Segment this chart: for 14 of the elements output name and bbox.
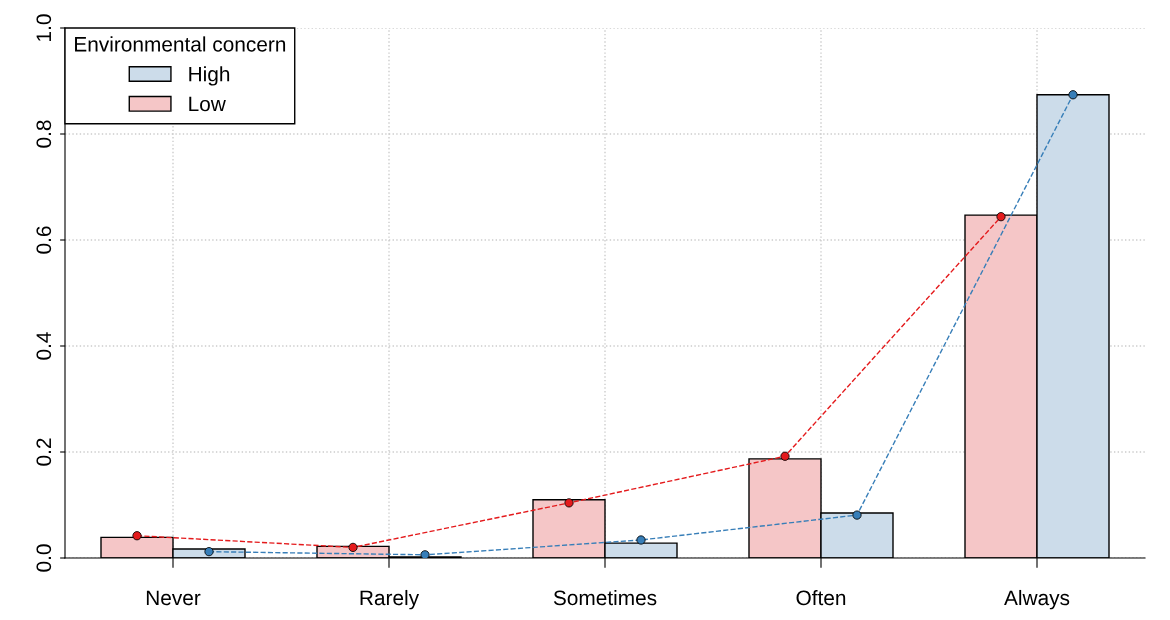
x-tick-label: Often bbox=[796, 589, 846, 606]
y-tick-label: 0.8 bbox=[36, 120, 52, 148]
y-tick-label: 1.0 bbox=[36, 14, 52, 41]
y-tick-label: 0.4 bbox=[36, 332, 52, 360]
x-tick-label: Rarely bbox=[360, 589, 420, 610]
x-tick-label: Never bbox=[146, 590, 201, 606]
y-tick-label: 0.2 bbox=[36, 438, 52, 466]
y-tick-label: 0.6 bbox=[36, 226, 52, 254]
x-tick-label: Always bbox=[1004, 589, 1070, 610]
legend-title: Environmental concern bbox=[75, 36, 286, 52]
x-tick-label: Sometimes bbox=[553, 589, 657, 606]
y-tick-label: 0.0 bbox=[36, 544, 52, 572]
legend-label: Low bbox=[189, 96, 226, 112]
legend-label: High bbox=[189, 66, 230, 86]
